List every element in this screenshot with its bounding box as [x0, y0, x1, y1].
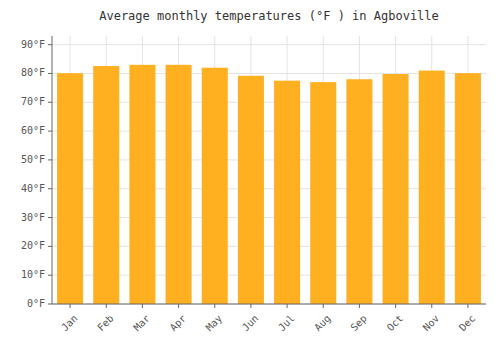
x-tick-label: May	[204, 313, 225, 334]
bar	[346, 79, 372, 304]
y-axis-line	[52, 36, 53, 304]
y-tick-label: 10°F	[21, 269, 45, 280]
y-tick-label: 0°F	[27, 298, 45, 309]
y-grid-line	[52, 304, 486, 305]
x-tick-label: Aug	[312, 313, 333, 334]
x-axis-line	[52, 304, 486, 305]
x-tick-label: Sep	[348, 313, 369, 334]
y-tick-label: 80°F	[21, 67, 45, 78]
x-tick	[214, 304, 215, 308]
x-tick	[106, 304, 107, 308]
y-tick-label: 20°F	[21, 240, 45, 251]
grid	[52, 36, 486, 304]
x-tick	[250, 304, 251, 308]
y-tick-label: 70°F	[21, 96, 45, 107]
y-tick	[48, 159, 52, 160]
y-tick-label: 50°F	[21, 154, 45, 165]
y-grid-line	[52, 44, 486, 45]
page: {"chart_data": {"type": "bar", "title": …	[0, 0, 500, 350]
bar	[274, 81, 300, 304]
chart-container: 0°F 10°F 20°F 30°F 40°F 50°F 60°F 70°F 80°F 90°F J…	[0, 0, 500, 350]
bar	[455, 73, 481, 304]
bar	[166, 65, 192, 304]
x-tick	[178, 304, 179, 308]
bar	[93, 66, 119, 304]
title: Average monthly temperatures (°F ) in Ag…	[99, 9, 439, 23]
x-tick	[287, 304, 288, 308]
x-tick	[70, 304, 71, 308]
x-tick-label: Jul	[276, 313, 297, 334]
x-tick	[395, 304, 396, 308]
y-tick	[48, 73, 52, 74]
x-tick	[142, 304, 143, 308]
y-tick-label: 30°F	[21, 212, 45, 223]
y-tick-label: 40°F	[21, 183, 45, 194]
x-tick	[323, 304, 324, 308]
bar	[57, 73, 83, 304]
y-tick	[48, 188, 52, 189]
y-tick	[48, 246, 52, 247]
y-tick	[48, 102, 52, 103]
x-tick-label: Oct	[385, 313, 406, 334]
x-tick	[467, 304, 468, 308]
y-tick	[48, 275, 52, 276]
bar	[419, 71, 445, 304]
x-tick-label: Feb	[95, 313, 116, 334]
x-tick-label: Dec	[457, 313, 478, 334]
y-tick-label: 60°F	[21, 125, 45, 136]
bar	[310, 82, 336, 304]
y-tick-label: 90°F	[21, 39, 45, 50]
x-tick	[431, 304, 432, 308]
chart-svg: 0°F 10°F 20°F 30°F 40°F 50°F 60°F 70°F 80°F 90°F J…	[0, 0, 500, 350]
x-tick-label: Jun	[240, 313, 261, 334]
x-tick-label: Apr	[168, 313, 189, 334]
y-tick	[48, 131, 52, 132]
y-tick	[48, 44, 52, 45]
axes: 0°F 10°F 20°F 30°F 40°F 50°F 60°F 70°F 80°F 90°F J…	[21, 36, 486, 333]
y-tick	[48, 304, 52, 305]
bar	[383, 74, 409, 304]
bar	[202, 68, 228, 304]
x-tick-label: Jan	[59, 313, 80, 334]
x-tick	[359, 304, 360, 308]
bar	[238, 76, 264, 304]
bar	[129, 65, 155, 304]
bars	[57, 65, 481, 304]
x-tick-label: Nov	[421, 313, 442, 334]
y-tick	[48, 217, 52, 218]
x-tick-label: Mar	[131, 313, 152, 334]
